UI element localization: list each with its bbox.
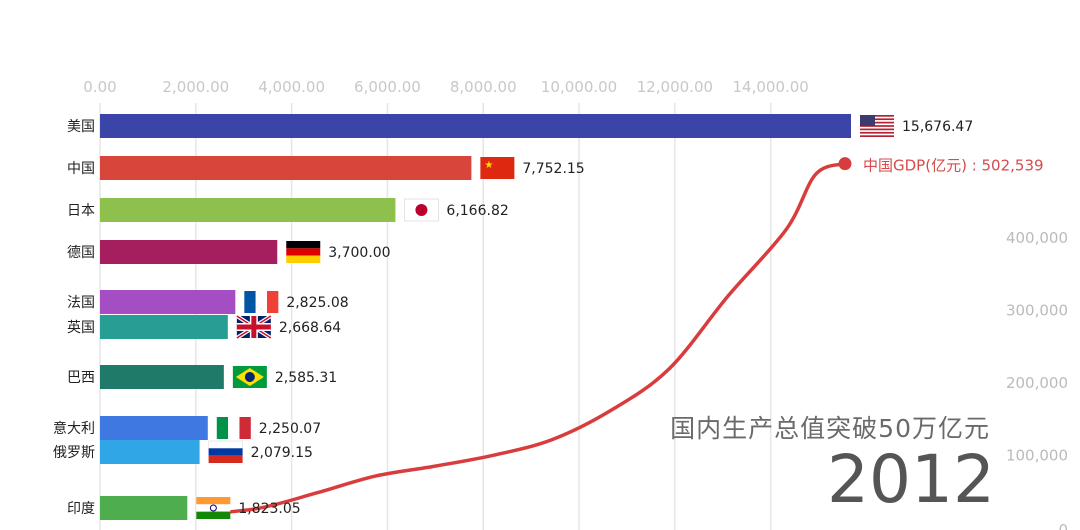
bar-category-label: 英国 (67, 319, 95, 336)
ru-flag-icon (208, 440, 243, 463)
x-tick-label: 10,000.00 (541, 78, 617, 96)
line-y-axis: 100,000 200,000 300,000 400,000 0 (1006, 229, 1068, 530)
gdp-end-point (838, 157, 852, 171)
bar-value-label: 2,668.64 (279, 320, 341, 336)
bar-value-label: 1,823.05 (238, 501, 300, 517)
bar-category-label: 法国 (67, 295, 95, 311)
y-tick-label: 100,000 (1006, 447, 1068, 465)
x-tick-label: 8,000.00 (450, 78, 517, 96)
jp-flag-icon (404, 198, 439, 222)
us-flag-icon (860, 115, 894, 137)
bar-category-label: 中国 (67, 161, 95, 177)
bar (100, 496, 188, 520)
x-tick-label: 12,000.00 (637, 78, 713, 96)
y-tick-label: 200,000 (1006, 374, 1068, 392)
bar-category-label: 俄罗斯 (53, 445, 95, 461)
bar-value-label: 3,700.00 (328, 245, 390, 261)
x-tick-label: 6,000.00 (354, 78, 421, 96)
bar (100, 365, 224, 389)
cn-flag-icon: ★ (480, 157, 515, 179)
x-tick-label: 4,000.00 (258, 78, 325, 96)
bar-value-label: 2,585.31 (275, 370, 337, 386)
bar-category-label: 德国 (67, 245, 95, 261)
bar (100, 198, 396, 222)
x-tick-label: 2,000.00 (162, 78, 229, 96)
bar-value-label: 2,250.07 (259, 421, 321, 437)
year-label: 2012 (827, 441, 995, 518)
x-tick-label: 0.00 (83, 78, 116, 96)
bar-value-label: 2,079.15 (251, 445, 313, 461)
it-flag-icon (216, 417, 251, 439)
gb-flag-icon (235, 314, 272, 340)
caption-text: 国内生产总值突破50万亿元 (670, 414, 990, 443)
x-tick-label: 14,000.00 (733, 78, 809, 96)
bar-category-label: 意大利 (53, 420, 95, 437)
bar (100, 240, 278, 264)
bar-value-label: 2,825.08 (286, 295, 348, 311)
bar (100, 440, 200, 464)
in-flag-icon (196, 497, 231, 519)
gdp-line-chart: 中国GDP(亿元) : 502,539 (198, 157, 1044, 517)
br-flag-icon (232, 366, 267, 388)
gdp-line (198, 161, 847, 517)
bar (100, 416, 208, 440)
bar (100, 156, 472, 180)
bar (100, 114, 851, 138)
bar (100, 290, 236, 314)
y-tick-label: 0 (1058, 521, 1068, 530)
bar-category-label: 印度 (67, 501, 95, 517)
bar-category-label: 美国 (67, 119, 95, 135)
gdp-end-label: 中国GDP(亿元) : 502,539 (863, 157, 1044, 175)
bar-value-label: 7,752.15 (522, 161, 584, 177)
bar-value-label: 6,166.82 (446, 203, 508, 219)
bar-value-label: 15,676.47 (902, 119, 973, 135)
svg-text:★: ★ (484, 160, 493, 171)
bar (100, 315, 228, 339)
bar-x-axis: 0.00 2,000.00 4,000.00 6,000.00 8,000.00 10,0… (83, 78, 809, 96)
y-tick-label: 300,000 (1006, 302, 1068, 320)
bar-category-label: 巴西 (67, 370, 95, 386)
bar-category-label: 日本 (67, 203, 95, 219)
bar-chart: 美国 15,676.47 中国 ★ 7,752.15 日本 6,166.82 德国 3,700.… (53, 114, 973, 520)
fr-flag-icon (244, 291, 279, 313)
de-flag-icon (286, 241, 321, 263)
y-tick-label: 400,000 (1006, 229, 1068, 247)
